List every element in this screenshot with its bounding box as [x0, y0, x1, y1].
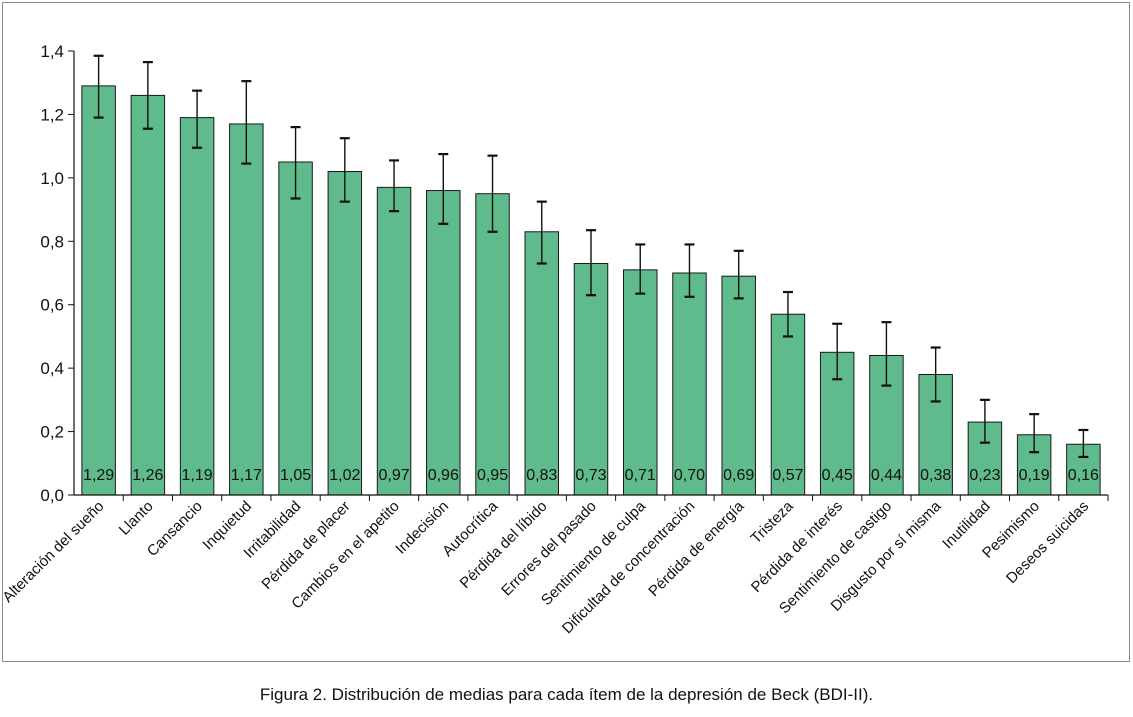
bar	[573, 262, 609, 496]
bar	[179, 117, 215, 496]
bar	[327, 171, 363, 496]
data-label: 0,44	[871, 467, 902, 484]
bar	[672, 272, 707, 496]
data-label: 0,96	[428, 467, 459, 484]
category-label: Pérdida de placer	[258, 498, 353, 593]
bar	[475, 193, 510, 496]
bar-chart: 1,29 1,26 1,19 1,17 1,05 1,02 0,97 0,96 0,95 0,83…	[0, 42, 1109, 637]
category-label: Llanto	[116, 498, 157, 539]
y-tick-label: 1,0	[40, 169, 64, 188]
y-tick-label: 1,4	[40, 42, 64, 61]
category-label: Tristeza	[747, 497, 797, 547]
bar	[721, 275, 756, 496]
data-label: 0,69	[723, 467, 754, 484]
bar	[229, 123, 264, 496]
data-label: 0,70	[674, 467, 705, 484]
y-tick-label: 0,8	[40, 232, 64, 251]
y-tick-label: 1,2	[40, 105, 64, 124]
data-label: 0,97	[378, 467, 409, 484]
data-label: 0,83	[526, 467, 557, 484]
data-label: 0,23	[969, 467, 1000, 484]
data-label: 0,57	[772, 467, 803, 484]
category-label: Pérdida del líbido	[457, 498, 551, 592]
figure-caption: Figura 2. Distribución de medias para ca…	[259, 685, 874, 704]
data-label: 1,17	[231, 467, 262, 484]
bar	[81, 85, 116, 496]
data-label: 1,29	[83, 467, 114, 484]
data-label: 1,19	[182, 467, 213, 484]
category-label: Pérdida de energía	[645, 497, 748, 600]
data-label: 0,38	[920, 467, 951, 484]
y-tick-label: 0,2	[40, 423, 64, 442]
data-label: 0,73	[575, 467, 606, 484]
data-label: 0,45	[822, 467, 853, 484]
data-label: 1,02	[329, 467, 360, 484]
category-label: Pérdida de interés	[748, 498, 846, 596]
data-label: 0,16	[1068, 467, 1099, 484]
bar	[622, 269, 658, 496]
data-label: 0,71	[625, 467, 656, 484]
data-label: 0,19	[1019, 467, 1050, 484]
y-tick-label: 0,0	[40, 486, 64, 505]
bar	[426, 190, 461, 496]
bar	[524, 231, 560, 496]
category-label: Errores del pasado	[498, 498, 600, 600]
data-label: 0,95	[477, 467, 508, 484]
bar	[130, 94, 166, 496]
y-tick-label: 0,6	[40, 296, 64, 315]
bar	[278, 161, 313, 496]
bars-layer: 1,29 1,26 1,19 1,17 1,05 1,02 0,97 0,96 0,95 0,83…	[81, 54, 1101, 496]
bar	[376, 186, 412, 496]
data-label: 1,26	[132, 467, 163, 484]
category-label: Alteración del sueño	[0, 498, 107, 606]
y-tick-label: 0,4	[40, 359, 64, 378]
data-label: 1,05	[280, 467, 311, 484]
